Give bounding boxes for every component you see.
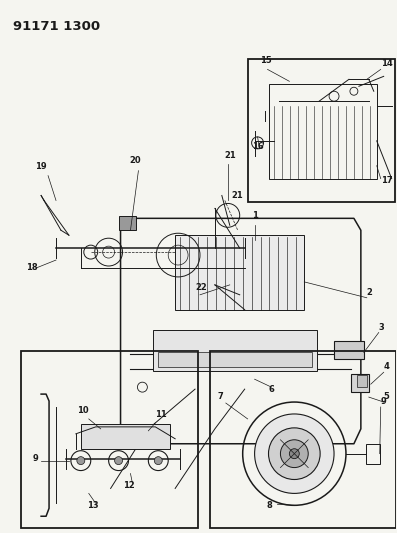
Circle shape <box>154 457 162 465</box>
Text: 8: 8 <box>267 502 272 510</box>
Bar <box>81 424 170 449</box>
Text: 21: 21 <box>225 151 237 160</box>
Bar <box>357 375 367 387</box>
Text: 91171 1300: 91171 1300 <box>13 20 100 33</box>
Text: 4: 4 <box>384 362 389 372</box>
Text: 19: 19 <box>35 161 47 171</box>
Text: 11: 11 <box>155 410 167 419</box>
Text: 2: 2 <box>367 288 373 297</box>
Bar <box>21 351 198 528</box>
Bar <box>366 444 380 464</box>
Text: 21: 21 <box>232 191 243 200</box>
Text: 7: 7 <box>218 392 224 401</box>
Bar <box>175 235 304 310</box>
Circle shape <box>268 428 320 480</box>
Bar <box>119 216 137 230</box>
Circle shape <box>254 414 334 494</box>
Text: 15: 15 <box>260 56 271 66</box>
Text: 17: 17 <box>381 175 392 184</box>
Circle shape <box>77 457 85 465</box>
Text: 13: 13 <box>87 502 98 510</box>
Text: 14: 14 <box>381 59 393 68</box>
Text: 18: 18 <box>26 263 38 272</box>
Text: 1: 1 <box>252 212 258 220</box>
Text: 6: 6 <box>268 385 274 394</box>
Bar <box>334 342 364 359</box>
Bar <box>351 374 369 392</box>
Bar <box>158 352 312 367</box>
Text: 9: 9 <box>381 397 386 406</box>
Text: 16: 16 <box>252 142 263 151</box>
Bar <box>210 351 396 528</box>
Text: 3: 3 <box>379 322 384 332</box>
Text: 9: 9 <box>33 454 38 463</box>
Bar <box>248 60 395 203</box>
Circle shape <box>115 457 123 465</box>
Text: 22: 22 <box>195 283 207 292</box>
Text: 20: 20 <box>130 156 141 165</box>
Text: 12: 12 <box>123 481 134 490</box>
Circle shape <box>289 449 299 458</box>
Bar <box>270 84 377 179</box>
Text: 10: 10 <box>77 406 89 415</box>
Text: 5: 5 <box>384 392 389 401</box>
Circle shape <box>280 440 308 467</box>
Bar <box>153 329 317 372</box>
